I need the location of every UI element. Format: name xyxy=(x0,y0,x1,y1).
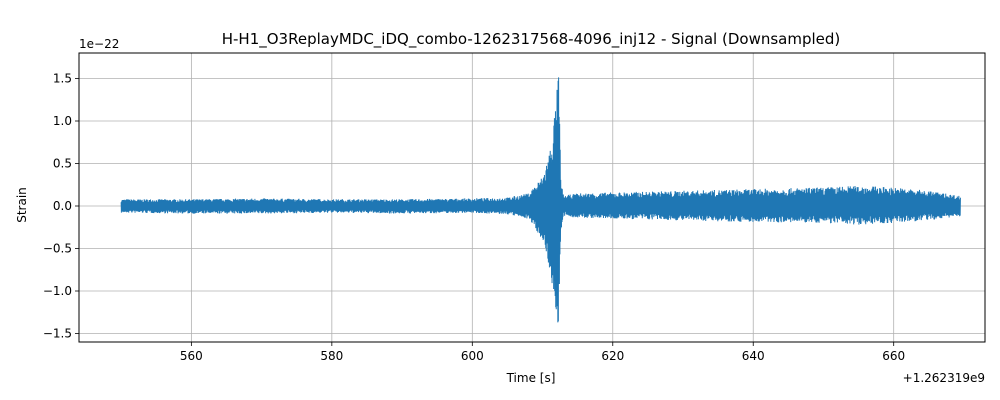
x-tick-label: 600 xyxy=(461,349,484,363)
y-tick-label: 0.0 xyxy=(53,199,72,213)
y-axis-ticks: −1.5 −1.0 −0.5 0.0 0.5 1.0 1.5 xyxy=(43,72,79,341)
y-axis-label: Strain xyxy=(15,187,29,223)
x-axis-label: Time [s] xyxy=(506,371,556,385)
y-tick-label: −1.5 xyxy=(43,327,72,341)
y-tick-label: 0.5 xyxy=(53,157,72,171)
plot-frame xyxy=(78,52,986,343)
y-tick-label: −0.5 xyxy=(43,242,72,256)
x-tick-label: 660 xyxy=(882,349,905,363)
y-scale-label: 1e−22 xyxy=(79,37,119,51)
x-tick-label: 560 xyxy=(180,349,203,363)
signal-series xyxy=(120,77,961,323)
y-tick-label: 1.0 xyxy=(53,114,72,128)
signal-line xyxy=(120,77,961,323)
x-tick-label: 580 xyxy=(320,349,343,363)
x-axis-ticks: 560 580 600 620 640 660 xyxy=(180,342,905,363)
chart-title: H-H1_O3ReplayMDC_iDQ_combo-1262317568-40… xyxy=(222,30,841,49)
x-tick-label: 640 xyxy=(742,349,765,363)
y-tick-label: −1.0 xyxy=(43,284,72,298)
y-tick-label: 1.5 xyxy=(53,72,72,86)
x-offset-label: +1.262319e9 xyxy=(903,371,985,385)
x-tick-label: 620 xyxy=(601,349,624,363)
